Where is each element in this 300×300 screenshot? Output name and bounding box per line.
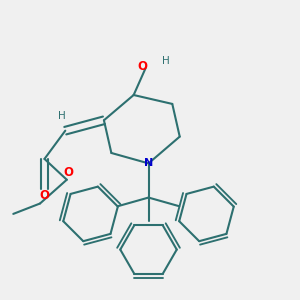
Text: H: H (163, 56, 170, 66)
Text: O: O (138, 60, 148, 73)
Text: N: N (144, 158, 153, 168)
Text: O: O (63, 166, 73, 179)
Text: H: H (58, 111, 66, 121)
Text: O: O (40, 189, 50, 202)
